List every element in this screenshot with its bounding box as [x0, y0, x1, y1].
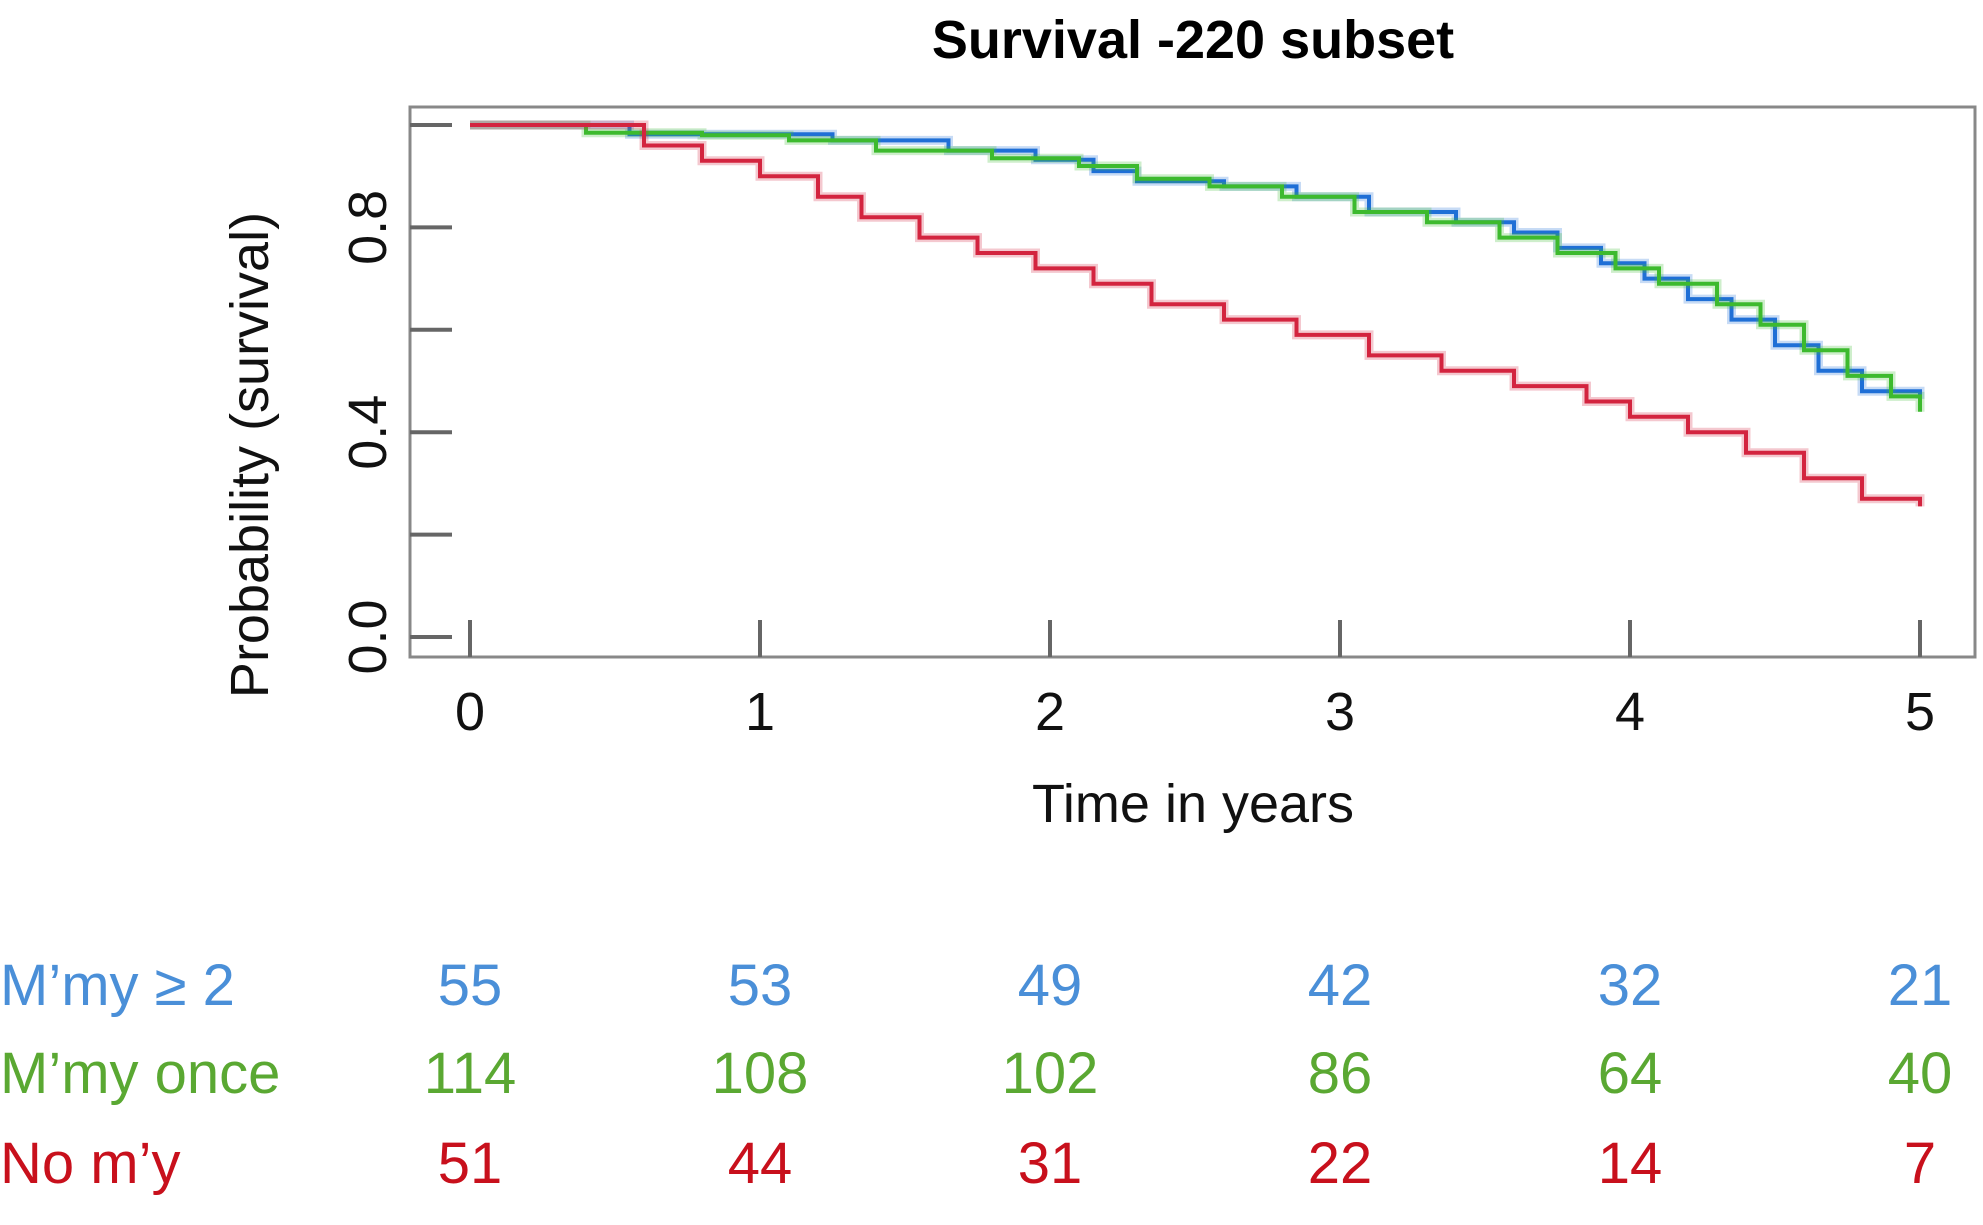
y-tick-label: 0.0 — [338, 599, 398, 674]
x-tick-label: 0 — [455, 682, 485, 742]
risk-row-label: No m’y — [0, 1131, 180, 1196]
risk-count: 42 — [1308, 953, 1373, 1018]
risk-count: 14 — [1598, 1131, 1663, 1196]
risk-count: 108 — [712, 1041, 809, 1106]
y-axis: 0.0 0.4 0.8 — [338, 123, 452, 675]
series-line-2 — [470, 123, 1922, 507]
x-tick-label: 5 — [1905, 682, 1935, 742]
y-tick-label: 0.8 — [338, 190, 398, 265]
risk-row-label: M’my once — [0, 1041, 280, 1106]
risk-count: 31 — [1018, 1131, 1083, 1196]
plot-frame — [408, 105, 1977, 659]
y-tick-label: 0.4 — [338, 395, 398, 470]
risk-count: 53 — [728, 953, 793, 1018]
risk-count: 40 — [1888, 1041, 1953, 1106]
series-halo — [470, 120, 1925, 412]
risk-count: 114 — [424, 1041, 516, 1106]
series-halo — [470, 120, 1925, 399]
risk-count: 49 — [1018, 953, 1083, 1018]
x-tick-label: 1 — [745, 682, 775, 742]
series-line-1 — [470, 123, 1922, 412]
risk-count: 22 — [1308, 1131, 1373, 1196]
risk-count: 51 — [438, 1131, 503, 1196]
series-line-0 — [470, 123, 1922, 399]
x-axis-label: Time in years — [1032, 774, 1354, 834]
risk-count: 64 — [1598, 1041, 1663, 1106]
risk-row-label: M’my ≥ 2 — [0, 953, 235, 1018]
x-tick-label: 4 — [1615, 682, 1645, 742]
risk-count: 32 — [1598, 953, 1663, 1018]
risk-count: 7 — [1904, 1131, 1936, 1196]
x-axis: 0 1 2 3 4 5 — [455, 620, 1935, 742]
risk-count: 55 — [438, 953, 503, 1018]
risk-count: 102 — [1002, 1041, 1099, 1106]
risk-count: 86 — [1308, 1041, 1373, 1106]
x-tick-label: 3 — [1325, 682, 1355, 742]
y-axis-label: Probability (survival) — [220, 212, 280, 698]
chart-title: Survival -220 subset — [932, 10, 1454, 70]
risk-count: 44 — [728, 1131, 793, 1196]
x-tick-label: 2 — [1035, 682, 1065, 742]
risk-table: M’my ≥ 2 55 53 49 42 32 21 M’my once 114 108 102 86… — [0, 953, 1952, 1196]
risk-count: 21 — [1888, 953, 1953, 1018]
series-layer — [470, 120, 1925, 507]
